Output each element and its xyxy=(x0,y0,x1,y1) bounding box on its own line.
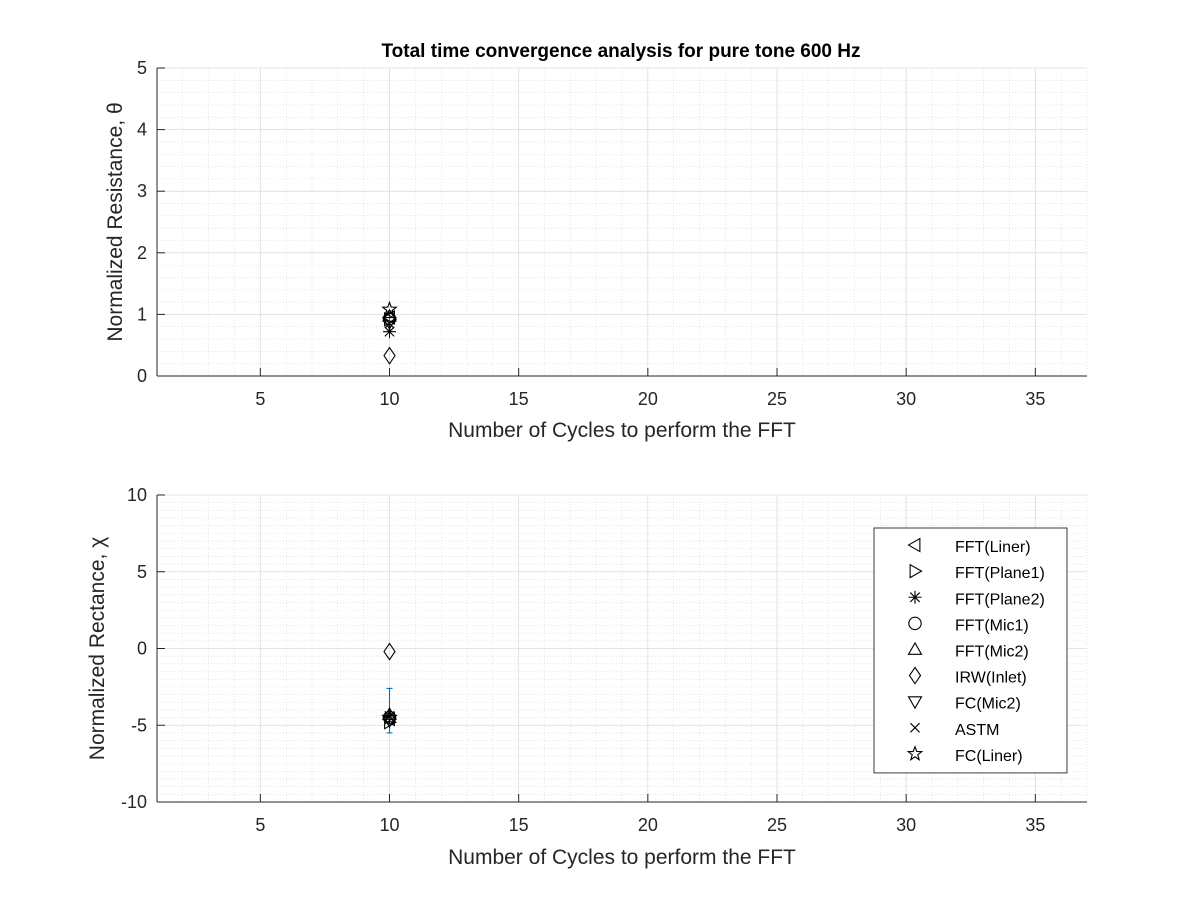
legend-marker-triangle-right xyxy=(909,563,923,579)
legend-label: ASTM xyxy=(955,722,999,739)
legend-marker-diamond xyxy=(908,666,922,685)
data-point-asterisk xyxy=(383,325,396,339)
legend-marker-triangle-up xyxy=(907,641,923,655)
chart-title: Total time convergence analysis for pure… xyxy=(381,41,860,62)
y-tick-label: 2 xyxy=(137,243,147,263)
x-tick-label: 15 xyxy=(509,389,529,409)
x-axis-label: Number of Cycles to perform the FFT xyxy=(448,846,796,869)
legend-marker-triangle-left xyxy=(907,537,921,553)
y-tick-label: 0 xyxy=(137,639,147,659)
bottom-axes-reactance: 5 10 15 20 25 30 35 -10 -5 0 5 10 Number of Cycles t… xyxy=(86,485,1088,869)
top-axes-resistance: 5 10 15 20 25 30 35 0 1 2 3 4 5 Number of Cycles to p… xyxy=(104,58,1088,442)
legend-label: FC(Mic2) xyxy=(955,696,1021,713)
data-point-diamond xyxy=(383,346,396,365)
y-tick-label: 5 xyxy=(137,58,147,78)
legend-label: FFT(Mic1) xyxy=(955,617,1029,634)
y-tick-label: -10 xyxy=(121,792,147,812)
legend-label: FFT(Mic2) xyxy=(955,643,1029,660)
legend-box xyxy=(873,527,1068,774)
data-point-triangle-down xyxy=(382,316,397,331)
legend-label: FC(Liner) xyxy=(955,748,1023,765)
legend-marker-asterisk xyxy=(908,590,922,604)
x-tick-label: 30 xyxy=(896,815,916,835)
x-tick-label: 15 xyxy=(509,815,529,835)
x-axis-label: Number of Cycles to perform the FFT xyxy=(448,419,796,442)
data-point-triangle-up xyxy=(382,308,397,322)
x-tick-label: 20 xyxy=(638,815,658,835)
y-axis-label: Normalized Rectance, χ xyxy=(86,537,109,760)
y-tick-label: 10 xyxy=(127,485,147,505)
minor-grid xyxy=(156,68,1088,376)
legend-label: FFT(Liner) xyxy=(955,539,1031,556)
legend-label: FFT(Plane2) xyxy=(955,591,1045,608)
x-tick-label: 25 xyxy=(767,389,787,409)
y-tick-label: 1 xyxy=(137,304,147,324)
legend-marker-pentagram xyxy=(906,745,924,761)
y-tick-label: 3 xyxy=(137,181,147,201)
x-tick-label: 35 xyxy=(1025,389,1045,409)
x-tick-label: 30 xyxy=(896,389,916,409)
data-point-diamond xyxy=(383,642,396,661)
legend-marker-circle xyxy=(908,616,922,631)
x-tick-label: 5 xyxy=(255,815,265,835)
legend-marker-triangle-down xyxy=(907,696,923,710)
y-tick-label: -5 xyxy=(131,715,147,735)
x-tick-label: 5 xyxy=(255,389,265,409)
data-point-pentagram xyxy=(381,708,398,725)
x-tick-label: 10 xyxy=(379,389,399,409)
data-point-x xyxy=(384,318,395,329)
y-tick-label: 4 xyxy=(137,120,147,140)
x-tick-label: 35 xyxy=(1025,815,1045,835)
data-point-triangle-up xyxy=(382,706,397,720)
y-tick-label: 0 xyxy=(137,366,147,386)
legend-label: IRW(Inlet) xyxy=(955,670,1027,687)
x-tick-label: 20 xyxy=(638,389,658,409)
x-tick-label: 10 xyxy=(379,815,399,835)
x-tick-label: 25 xyxy=(767,815,787,835)
legend-marker-x xyxy=(910,722,920,733)
major-grid xyxy=(157,67,1087,377)
data-point-pentagram xyxy=(381,300,398,317)
legend-label: FFT(Plane1) xyxy=(955,565,1045,582)
y-axis-label: Normalized Resistance, θ xyxy=(104,102,127,341)
y-tick-label: 5 xyxy=(137,562,147,582)
